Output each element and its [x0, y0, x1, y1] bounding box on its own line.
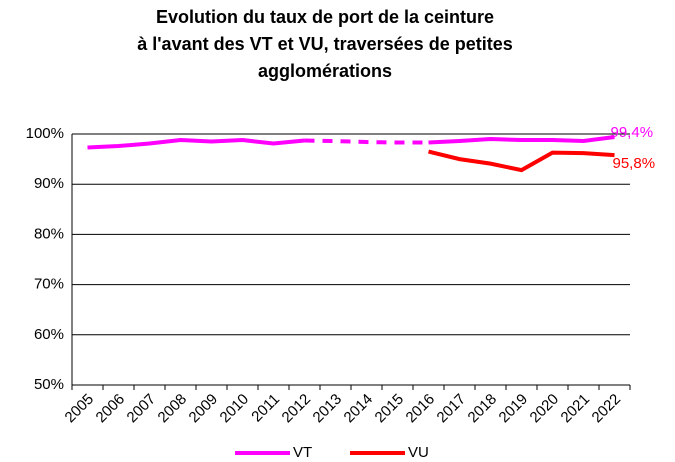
legend-label: VU: [408, 444, 429, 461]
x-tick-label: 2010: [217, 391, 253, 427]
x-tick-label: 2019: [496, 391, 532, 427]
legend-label: VT: [293, 444, 312, 461]
y-tick-label: 90%: [34, 175, 64, 192]
y-tick-label: 100%: [26, 125, 64, 142]
x-tick-label: 2009: [186, 391, 222, 427]
x-tick-label: 2011: [248, 391, 283, 426]
x-tick-label: 2021: [558, 391, 594, 427]
y-tick-label: 80%: [34, 225, 64, 242]
x-tick-label: 2022: [589, 391, 625, 427]
x-tick-label: 2013: [310, 391, 346, 427]
chart-title: Evolution du taux de port de la ceinture: [156, 7, 494, 27]
x-tick-label: 2012: [279, 391, 315, 427]
x-tick-label: 2008: [155, 391, 191, 427]
series-line: [304, 138, 429, 145]
x-tick-label: 2014: [341, 391, 377, 427]
y-tick-label: 60%: [34, 326, 64, 343]
x-tick-label: 2015: [372, 391, 408, 427]
series-line: [428, 149, 615, 173]
x-tick-label: 2005: [62, 391, 98, 427]
series-line: [428, 135, 615, 145]
x-tick-label: 2007: [124, 391, 160, 427]
chart-title: à l'avant des VT et VU, traversées de pe…: [137, 34, 512, 54]
x-tick-label: 2018: [465, 391, 501, 427]
value-label: 95,8%: [613, 155, 656, 172]
x-tick-label: 2020: [527, 391, 563, 427]
x-tick-label: 2006: [93, 391, 129, 427]
series-line: [87, 138, 305, 150]
value-label: 99,4%: [611, 124, 654, 141]
x-tick-label: 2016: [403, 391, 439, 427]
chart-title: agglomérations: [258, 61, 392, 81]
x-tick-label: 2017: [434, 391, 470, 427]
y-tick-label: 70%: [34, 276, 64, 293]
y-tick-label: 50%: [34, 376, 64, 393]
